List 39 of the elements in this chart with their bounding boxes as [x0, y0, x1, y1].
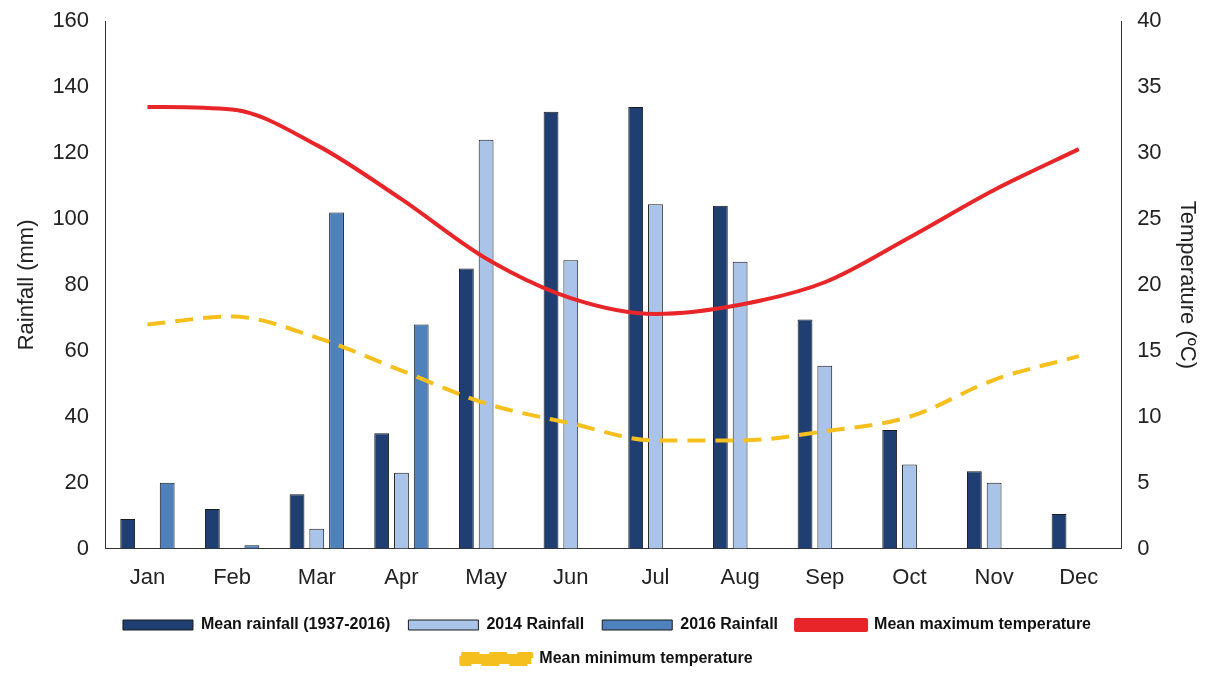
y-tick-label: 80 — [64, 270, 90, 296]
y2-tick-label: 35 — [1137, 73, 1162, 99]
y2-tick-label: 15 — [1137, 336, 1162, 362]
y2-axis-title: Temperature (ºC) — [1175, 200, 1201, 369]
x-tick-label: Sep — [805, 563, 845, 589]
x-tick-label: Mar — [297, 563, 336, 589]
x-tick-label: Nov — [974, 563, 1014, 589]
y2-tick-label: 30 — [1137, 139, 1162, 165]
y2-tick-label: 25 — [1137, 205, 1162, 231]
y2-tick-label: 0 — [1137, 534, 1150, 560]
legend-label: Mean minimum temperature — [539, 649, 753, 667]
legend-label: 2014 Rainfall — [486, 615, 585, 633]
y2-tick-label: 40 — [1137, 7, 1162, 33]
y-tick-label: 0 — [76, 534, 90, 560]
y-tick-label: 40 — [64, 402, 90, 428]
y2-tick-label: 5 — [1137, 468, 1150, 494]
legend-label: Mean maximum temperature — [874, 615, 1092, 633]
x-tick-label: Jun — [553, 563, 589, 589]
y-tick-label: 60 — [64, 336, 90, 362]
x-tick-label: Oct — [892, 563, 927, 589]
y-tick-label: 120 — [52, 139, 90, 165]
y-axis-title: Rainfall (mm) — [13, 219, 39, 351]
y-tick-label: 160 — [52, 7, 90, 33]
y-tick-label: 140 — [52, 73, 90, 99]
x-tick-label: May — [465, 563, 507, 589]
line-series — [145, 104, 1081, 316]
x-tick-label: Jan — [129, 563, 166, 589]
y-tick-label: 100 — [52, 205, 90, 231]
y-tick-label: 20 — [64, 468, 90, 494]
x-tick-label: Dec — [1059, 563, 1099, 589]
x-tick-label: Jul — [641, 563, 670, 589]
x-tick-label: Feb — [213, 563, 252, 589]
x-tick-label: Aug — [720, 563, 760, 589]
line-series — [145, 314, 1081, 443]
y2-tick-label: 10 — [1137, 402, 1162, 428]
x-tick-label: Apr — [384, 563, 419, 589]
y2-tick-label: 20 — [1137, 270, 1162, 296]
legend-label: 2016 Rainfall — [680, 615, 779, 633]
legend-label: Mean rainfall (1937-2016) — [200, 615, 391, 633]
